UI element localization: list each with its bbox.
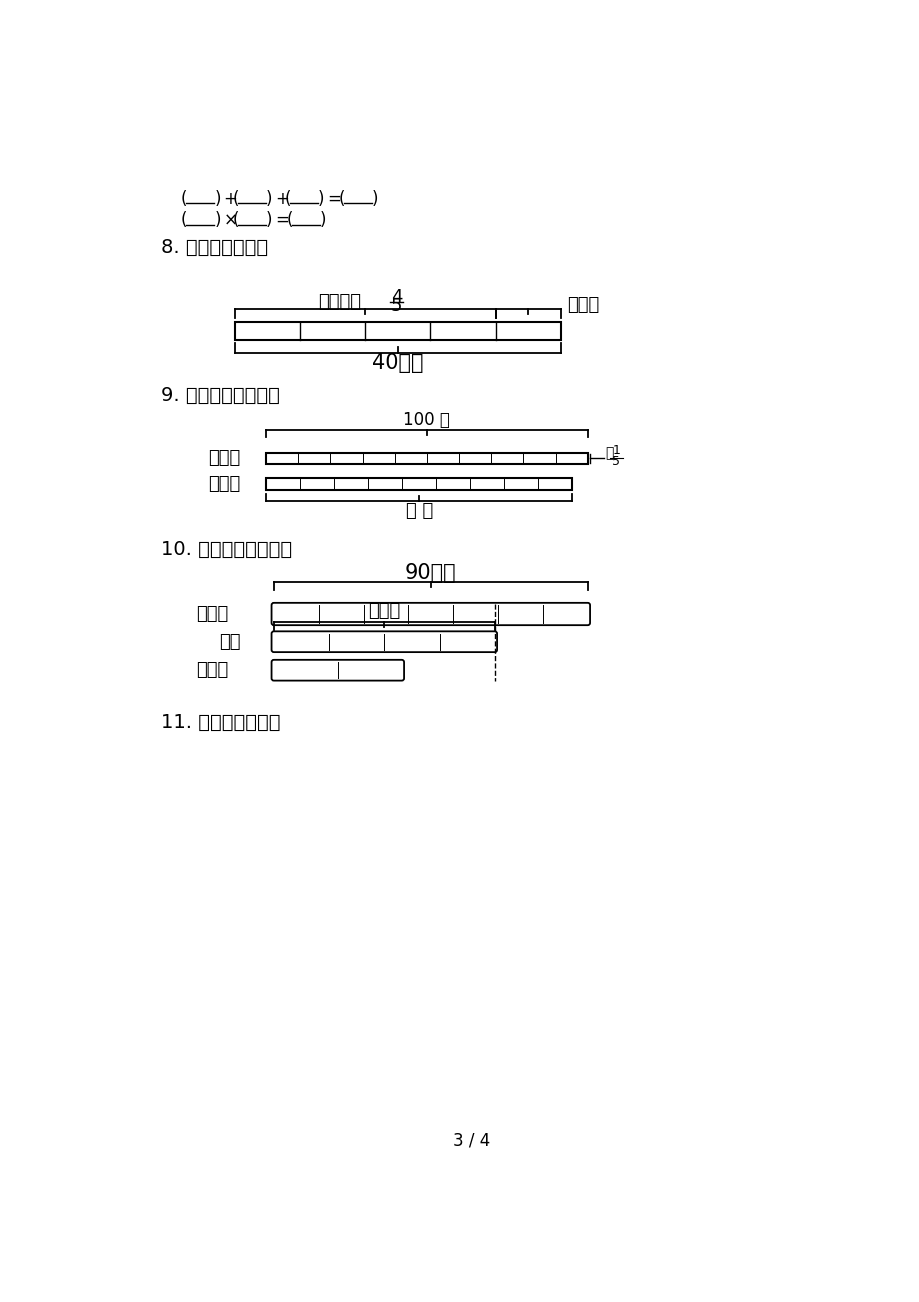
Text: (: ( [286, 211, 292, 229]
Text: ): ) [266, 190, 272, 207]
Text: 1: 1 [612, 444, 619, 457]
Text: (: ( [284, 190, 290, 207]
Text: 占全部的: 占全部的 [318, 293, 361, 311]
Text: 3 / 4: 3 / 4 [452, 1131, 490, 1150]
Text: 11. 看图列式计算。: 11. 看图列式计算。 [162, 712, 280, 732]
Text: +: + [223, 190, 237, 207]
Text: 红花：: 红花： [208, 449, 240, 467]
Text: 90千克: 90千克 [404, 562, 456, 583]
Text: 5: 5 [612, 456, 619, 469]
Text: 4: 4 [391, 288, 402, 306]
Text: 40千米: 40千米 [371, 353, 423, 372]
Text: 香蕉：: 香蕉： [196, 661, 229, 680]
FancyBboxPatch shape [271, 631, 496, 652]
Text: 9. 看图列式并计算。: 9. 看图列式并计算。 [162, 385, 280, 405]
Text: ×: × [223, 211, 237, 229]
Text: 5: 5 [391, 297, 402, 315]
Text: ？千米: ？千米 [566, 296, 598, 314]
Text: ): ) [214, 211, 221, 229]
Text: 黄花：: 黄花： [208, 475, 240, 493]
Text: ): ) [319, 211, 325, 229]
FancyBboxPatch shape [271, 603, 589, 625]
Text: (: ( [233, 190, 239, 207]
Text: ): ) [318, 190, 324, 207]
Bar [266, 453, 587, 465]
Bar [235, 322, 560, 340]
Text: 苹果：: 苹果： [196, 605, 229, 622]
Bar [266, 478, 572, 490]
Text: =: = [275, 211, 289, 229]
Text: ): ) [214, 190, 221, 207]
Text: 10. 看图列式并计算。: 10. 看图列式并计算。 [162, 539, 292, 559]
Text: 梨：: 梨： [220, 633, 241, 651]
Text: ？千克: ？千克 [368, 602, 400, 620]
Text: (: ( [181, 190, 187, 207]
Text: +: + [275, 190, 289, 207]
Text: 多: 多 [605, 447, 613, 461]
Text: (: ( [338, 190, 345, 207]
Text: 100 朵: 100 朵 [403, 411, 450, 430]
Text: (: ( [233, 211, 239, 229]
Text: ): ) [266, 211, 272, 229]
Text: =: = [327, 190, 341, 207]
Text: ): ) [371, 190, 378, 207]
Text: 8. 看图列式计算。: 8. 看图列式计算。 [162, 237, 268, 256]
Text: (: ( [181, 211, 187, 229]
Text: ？ 朵: ？ 朵 [405, 503, 432, 521]
FancyBboxPatch shape [271, 660, 403, 681]
